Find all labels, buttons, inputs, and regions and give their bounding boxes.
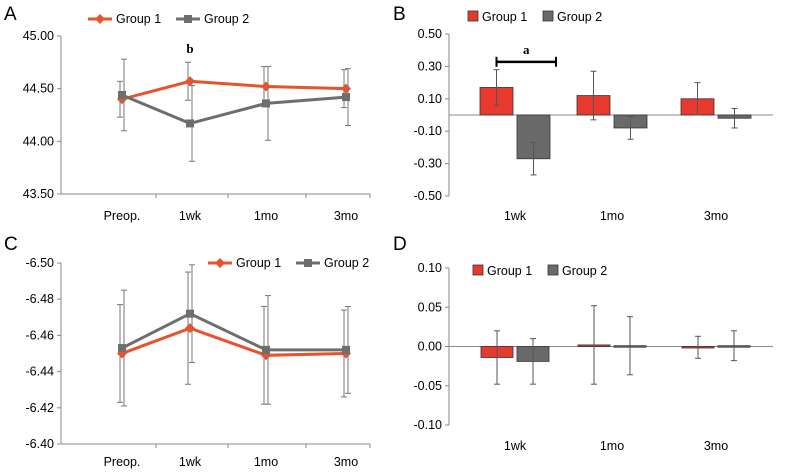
y-tick-label: -0.10 xyxy=(414,124,443,138)
data-point-group-1 xyxy=(185,76,195,87)
y-tick-label: 44.00 xyxy=(23,134,54,148)
legend-marker xyxy=(215,258,225,268)
x-tick-label: 1wk xyxy=(504,209,527,223)
series-line-1 xyxy=(121,326,347,357)
panel-a: A 45.00 44.50 44.00 43.50 Preop. 1wk 1mo 3mo Grou… xyxy=(4,4,371,223)
significance-label: a xyxy=(523,42,530,57)
series-line-2 xyxy=(121,312,346,352)
x-tick-label: 1wk xyxy=(179,455,202,469)
data-point-group-1 xyxy=(341,83,351,94)
y-tick-label: 0.10 xyxy=(418,92,442,106)
y-tick-label: 43.50 xyxy=(23,187,54,201)
y-tick-label: 0.30 xyxy=(418,59,442,73)
x-tick-label: 3mo xyxy=(704,209,728,223)
series-line-2 xyxy=(121,93,347,126)
data-point-group-2 xyxy=(262,99,270,108)
y-tick-label: -6.44 xyxy=(26,365,55,379)
x-tick-label: 1wk xyxy=(179,209,202,223)
legend-swatch xyxy=(472,264,484,276)
data-point-group-1 xyxy=(185,323,195,334)
x-tick-label: 3mo xyxy=(704,439,728,453)
y-tick-label: -6.40 xyxy=(26,437,55,451)
data-point-group-1 xyxy=(261,81,271,92)
significance-label: b xyxy=(186,41,193,56)
y-tick-label: 0.00 xyxy=(418,340,442,354)
panel-label: A xyxy=(4,4,17,25)
legend-label: Group 2 xyxy=(557,10,602,24)
y-tick-label: -0.10 xyxy=(414,418,443,432)
y-tick-label: -6.48 xyxy=(26,292,55,306)
data-point-group-2 xyxy=(118,90,126,99)
panel-b: B 0.50 0.30 0.10 -0.10 -0.30 -0.50 1wk 1mo 3mo Gro… xyxy=(393,4,773,223)
panel-c: C -6.50 -6.48 -6.46 -6.44 -6.42 -6.40 Preop. 1wk… xyxy=(4,234,371,469)
panel-label: D xyxy=(393,234,407,255)
legend-marker xyxy=(304,259,312,267)
data-point-group-2 xyxy=(186,119,194,128)
data-point-group-2 xyxy=(262,345,270,354)
legend-label: Group 1 xyxy=(116,12,161,26)
legend-label: Group 1 xyxy=(487,264,532,278)
x-tick-label: 1mo xyxy=(600,209,624,223)
data-point-group-2 xyxy=(186,309,194,318)
legend-label: Group 2 xyxy=(562,264,607,278)
y-tick-label: -6.42 xyxy=(26,401,55,415)
panel-d: D 0.10 0.05 0.00 -0.05 -0.10 1wk 1mo 3mo Group 1 G… xyxy=(393,234,773,453)
y-tick-label: 0.50 xyxy=(418,27,442,41)
legend-label: Group 2 xyxy=(204,12,249,26)
legend-label: Group 2 xyxy=(324,256,369,270)
legend-marker xyxy=(184,15,192,23)
y-tick-label: -6.50 xyxy=(26,256,55,270)
x-tick-label: 1mo xyxy=(254,209,278,223)
x-tick-label: 1wk xyxy=(504,439,527,453)
panel-label: B xyxy=(393,4,406,25)
legend-label: Group 1 xyxy=(482,10,527,24)
x-tick-label: 3mo xyxy=(334,209,358,223)
x-tick-label: 1mo xyxy=(600,439,624,453)
data-point-group-2 xyxy=(342,345,350,354)
legend-swatch xyxy=(467,10,479,22)
legend-swatch xyxy=(547,264,559,276)
x-tick-label: 1mo xyxy=(254,455,278,469)
panel-label: C xyxy=(4,234,18,255)
legend-label: Group 1 xyxy=(236,256,281,270)
data-point-group-2 xyxy=(118,344,126,353)
y-tick-label: 45.00 xyxy=(23,29,54,43)
y-tick-label: -0.50 xyxy=(414,189,443,203)
x-tick-label: Preop. xyxy=(104,209,141,223)
y-tick-label: -0.05 xyxy=(414,379,443,393)
legend-marker xyxy=(95,14,105,24)
x-tick-label: 3mo xyxy=(334,455,358,469)
x-tick-label: Preop. xyxy=(104,455,141,469)
y-tick-label: 0.05 xyxy=(418,300,442,314)
data-point-group-2 xyxy=(342,93,350,102)
y-tick-label: -6.46 xyxy=(26,328,55,342)
y-tick-label: -0.30 xyxy=(414,157,443,171)
series-line-1 xyxy=(121,79,347,101)
y-tick-label: 0.10 xyxy=(418,261,442,275)
y-tick-label: 44.50 xyxy=(23,82,54,96)
legend-swatch xyxy=(542,10,554,22)
